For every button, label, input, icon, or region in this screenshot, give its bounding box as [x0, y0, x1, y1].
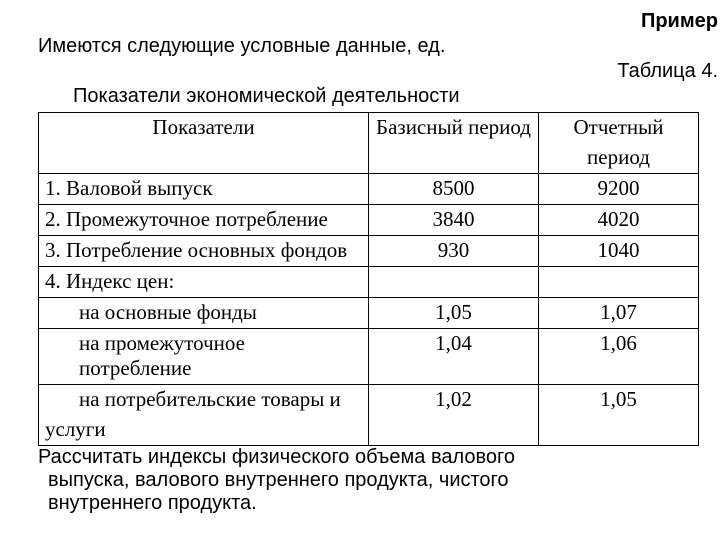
- header-indicators: Показатели: [39, 113, 369, 144]
- table-caption: Показатели экономической деятельности: [73, 85, 712, 108]
- table-row: 3. Потребление основных фондов 930 1040: [39, 236, 699, 267]
- cell-report: 1,05: [539, 385, 699, 416]
- cell-report: 1,07: [539, 298, 699, 329]
- cell-report: 1,06: [539, 329, 699, 385]
- table-row: на основные фонды 1,05 1,07: [39, 298, 699, 329]
- task-line-3: внутреннего продукта.: [48, 492, 257, 514]
- cell-report: 1040: [539, 236, 699, 267]
- cell-report: 9200: [539, 174, 699, 205]
- cell-base: 1,02: [369, 385, 539, 416]
- header-blank: [369, 143, 539, 174]
- cell-base: 1,05: [369, 298, 539, 329]
- indicators-table: Показатели Базисный период Отчетный пери…: [38, 112, 699, 446]
- table-number: Таблица 4.: [38, 60, 718, 83]
- cell-label: 3. Потребление основных фондов: [39, 236, 369, 267]
- header-report-period-a: Отчетный: [539, 113, 699, 144]
- table-row: на промежуточное потребление 1,04 1,06: [39, 329, 699, 385]
- task-line-2: выпуска, валового внутреннего продукта, …: [48, 469, 509, 491]
- cell-label: 2. Промежуточное потребление: [39, 205, 369, 236]
- cell-label: на промежуточное потребление: [39, 329, 369, 385]
- cell-base: 930: [369, 236, 539, 267]
- table-row: 1. Валовой выпуск 8500 9200: [39, 174, 699, 205]
- header-base-period: Базисный период: [369, 113, 539, 144]
- example-label: Пример: [38, 10, 718, 33]
- cell-label: на потребительские товары и: [39, 385, 369, 416]
- cell-base: [369, 415, 539, 446]
- cell-report: [539, 415, 699, 446]
- cell-label: 1. Валовой выпуск: [39, 174, 369, 205]
- task-line-1: Рассчитать индексы физического объема ва…: [38, 446, 515, 468]
- cell-label: 4. Индекс цен:: [39, 267, 369, 298]
- cell-label: услуги: [39, 415, 369, 446]
- table-row: услуги: [39, 415, 699, 446]
- cell-report: [539, 267, 699, 298]
- cell-report: 4020: [539, 205, 699, 236]
- cell-base: [369, 267, 539, 298]
- table-header-row-2: период: [39, 143, 699, 174]
- table-row: на потребительские товары и 1,02 1,05: [39, 385, 699, 416]
- table-row: 4. Индекс цен:: [39, 267, 699, 298]
- cell-label: на основные фонды: [39, 298, 369, 329]
- intro-text: Имеются следующие условные данные, ед.: [38, 35, 712, 58]
- table-header-row: Показатели Базисный период Отчетный: [39, 113, 699, 144]
- cell-base: 3840: [369, 205, 539, 236]
- task-text: Рассчитать индексы физического объема ва…: [48, 446, 712, 515]
- cell-base: 1,04: [369, 329, 539, 385]
- header-report-period-b: период: [539, 143, 699, 174]
- cell-base: 8500: [369, 174, 539, 205]
- header-blank: [39, 143, 369, 174]
- table-row: 2. Промежуточное потребление 3840 4020: [39, 205, 699, 236]
